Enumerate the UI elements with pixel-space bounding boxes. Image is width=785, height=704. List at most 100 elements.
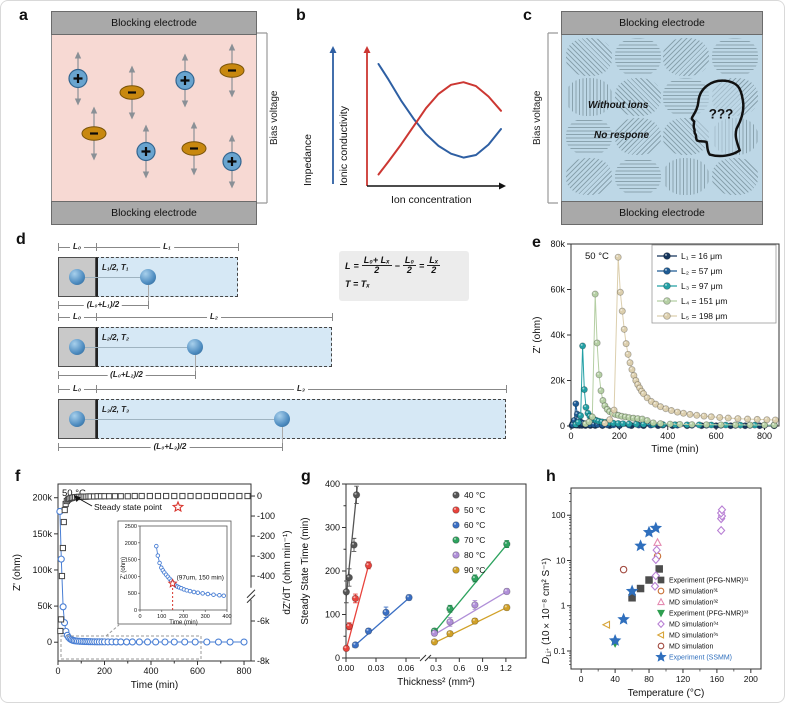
svg-text:-6k: -6k: [257, 616, 270, 626]
chart-h: DLi⁺ (10×10⁻⁸ cm² S⁻¹) 0.1 1 10 100 0 40 80 120…: [541, 464, 785, 704]
chart-f: 0 50k 100k 150k 200k 0 200 400 600 800 0 -100 -200 -3…: [6, 464, 331, 704]
ball-drop-tick: [148, 285, 149, 305]
panel-label-a: a: [19, 7, 28, 24]
li-dim-label: L₂: [207, 312, 221, 321]
steady-state-point-label: Steady state point: [94, 502, 163, 512]
bias-voltage-label-c: Bias voltage: [532, 90, 543, 146]
cation-icon: [133, 124, 159, 185]
dimension-tick: [506, 385, 507, 393]
svg-text:200: 200: [325, 566, 340, 576]
dimension-tick: [195, 371, 196, 379]
f-x-axis-label: Time (min): [131, 680, 178, 691]
h-x-axis-label: Temperature (°C): [628, 688, 705, 699]
anion-icon: [81, 105, 107, 166]
g-legend-label: 40 °C: [464, 490, 485, 500]
ionic-conductivity-axis-label: Ionic conductivity: [338, 106, 350, 186]
g-legend-label: 70 °C: [464, 535, 485, 545]
li-dim-label: L₃: [294, 384, 308, 393]
svg-text:0: 0: [55, 666, 60, 676]
h-legend-label: MD simulation³⁴: [669, 622, 719, 629]
dimension-tick: [58, 385, 59, 393]
polymer-domain-pattern: [711, 38, 758, 76]
svg-text:0.03: 0.03: [368, 663, 385, 673]
g-x-axis-label: Thickness² (mm²): [397, 677, 475, 688]
svg-text:300: 300: [325, 523, 340, 533]
formula-minus: −: [394, 260, 400, 271]
panel-label-f: f: [15, 468, 21, 485]
diffusivity-chart: 0.1 1 10 100 0 40 80 120 160 200 Temperature (°C) E…: [551, 487, 762, 699]
dimension-line: [58, 317, 332, 318]
svg-text:0: 0: [257, 491, 262, 501]
polymer-domain-pattern: [614, 157, 661, 196]
head-silhouette: ???: [682, 75, 756, 168]
polymer-domain-pattern: [711, 157, 758, 196]
cation-icon: [172, 52, 198, 113]
chart-e: 0 20k 40k 60k 80k 0 200 400 600 800 Time (min) Z' (…: [526, 229, 785, 469]
svg-text:200: 200: [612, 431, 627, 441]
polymer-domain-pattern: [566, 78, 612, 116]
z-vs-time-chart: 0 20k 40k 60k 80k 0 200 400 600 800 Time (min) Z' (…: [532, 239, 780, 455]
panel-a-top-electrode: Blocking electrode: [51, 11, 257, 35]
svg-text:-200: -200: [257, 531, 275, 541]
chart-g: 0 100 200 300 400 0.00 0.03 0.06 0.3 0.6 0.9 1.2 Thi…: [296, 464, 551, 704]
svg-text:0.9: 0.9: [477, 663, 489, 673]
panel-b-axes: [329, 46, 506, 190]
svg-text:800: 800: [757, 431, 772, 441]
svg-text:0: 0: [568, 431, 573, 441]
polymer-domain-pattern: [663, 38, 710, 76]
svg-text:60k: 60k: [550, 285, 565, 295]
ball-drop-tick: [195, 355, 196, 375]
panel-label-e: e: [532, 234, 541, 251]
svg-text:200k: 200k: [32, 493, 52, 503]
half-length-label: L₂/2, T₂: [102, 333, 129, 342]
svg-text:50k: 50k: [37, 601, 52, 611]
electrode-label: Blocking electrode: [111, 207, 197, 219]
mid-dim-label: (L₀+L₁)/2: [83, 300, 123, 309]
h-legend-label: Experiment (PFG-NMR)³¹: [669, 578, 749, 585]
inset-y-label: Z' (ohm): [121, 557, 127, 579]
svg-text:-100: -100: [257, 511, 275, 521]
mid-dim-label: (L₀+L₂)/2: [107, 370, 146, 379]
polymer-domain-pattern: [566, 157, 612, 196]
svg-text:100k: 100k: [32, 565, 52, 575]
svg-text:100: 100: [551, 510, 565, 520]
e-y-axis-label: Z' (ohm): [532, 317, 543, 354]
e-legend: L₁ = 16 μm L₂ = 57 μm L₃ = 97 μm L₄ = 151 μ…: [651, 244, 777, 324]
panel-a-electrolyte: [51, 35, 257, 201]
ball-drop-tick: [282, 427, 283, 447]
g-legend-label: 50 °C: [464, 505, 485, 515]
svg-text:400: 400: [660, 431, 675, 441]
svg-text:80: 80: [644, 674, 654, 684]
bias-bracket-a: [257, 32, 268, 204]
svg-text:200: 200: [179, 614, 188, 620]
formula-eq2: =: [418, 260, 425, 271]
g-legend-label: 80 °C: [464, 550, 485, 560]
panel-label-h: h: [546, 468, 556, 485]
svg-text:0: 0: [138, 614, 141, 620]
svg-text:100: 100: [325, 610, 340, 620]
dimension-tick: [58, 443, 59, 451]
without-ions-note: Without ions: [588, 99, 649, 111]
ion-path-line: [77, 419, 282, 420]
dimension-line: [58, 389, 506, 390]
svg-text:1000: 1000: [125, 574, 137, 580]
dimension-tick: [58, 243, 59, 251]
f-left-axis-label: Z' (ohm): [12, 554, 23, 591]
svg-text:80k: 80k: [550, 239, 565, 249]
h-legend-label: MD simulation³²: [669, 600, 719, 607]
e-legend-label: L₅ = 198 μm: [681, 311, 727, 321]
dimension-tick: [238, 243, 239, 251]
e-legend-label: L₁ = 16 μm: [681, 251, 722, 261]
svg-text:1: 1: [561, 601, 566, 611]
ion-sphere: [69, 269, 85, 285]
e-x-axis-label: Time (min): [651, 444, 698, 455]
polymer-domain-pattern: [614, 78, 661, 116]
svg-text:1500: 1500: [125, 558, 137, 564]
head-outline: [690, 79, 745, 158]
svg-text:0.06: 0.06: [398, 663, 415, 673]
svg-text:0.1: 0.1: [554, 646, 566, 656]
svg-text:0.6: 0.6: [453, 663, 465, 673]
anion-icon: [181, 121, 207, 182]
electrode-label: Blocking electrode: [619, 17, 705, 29]
